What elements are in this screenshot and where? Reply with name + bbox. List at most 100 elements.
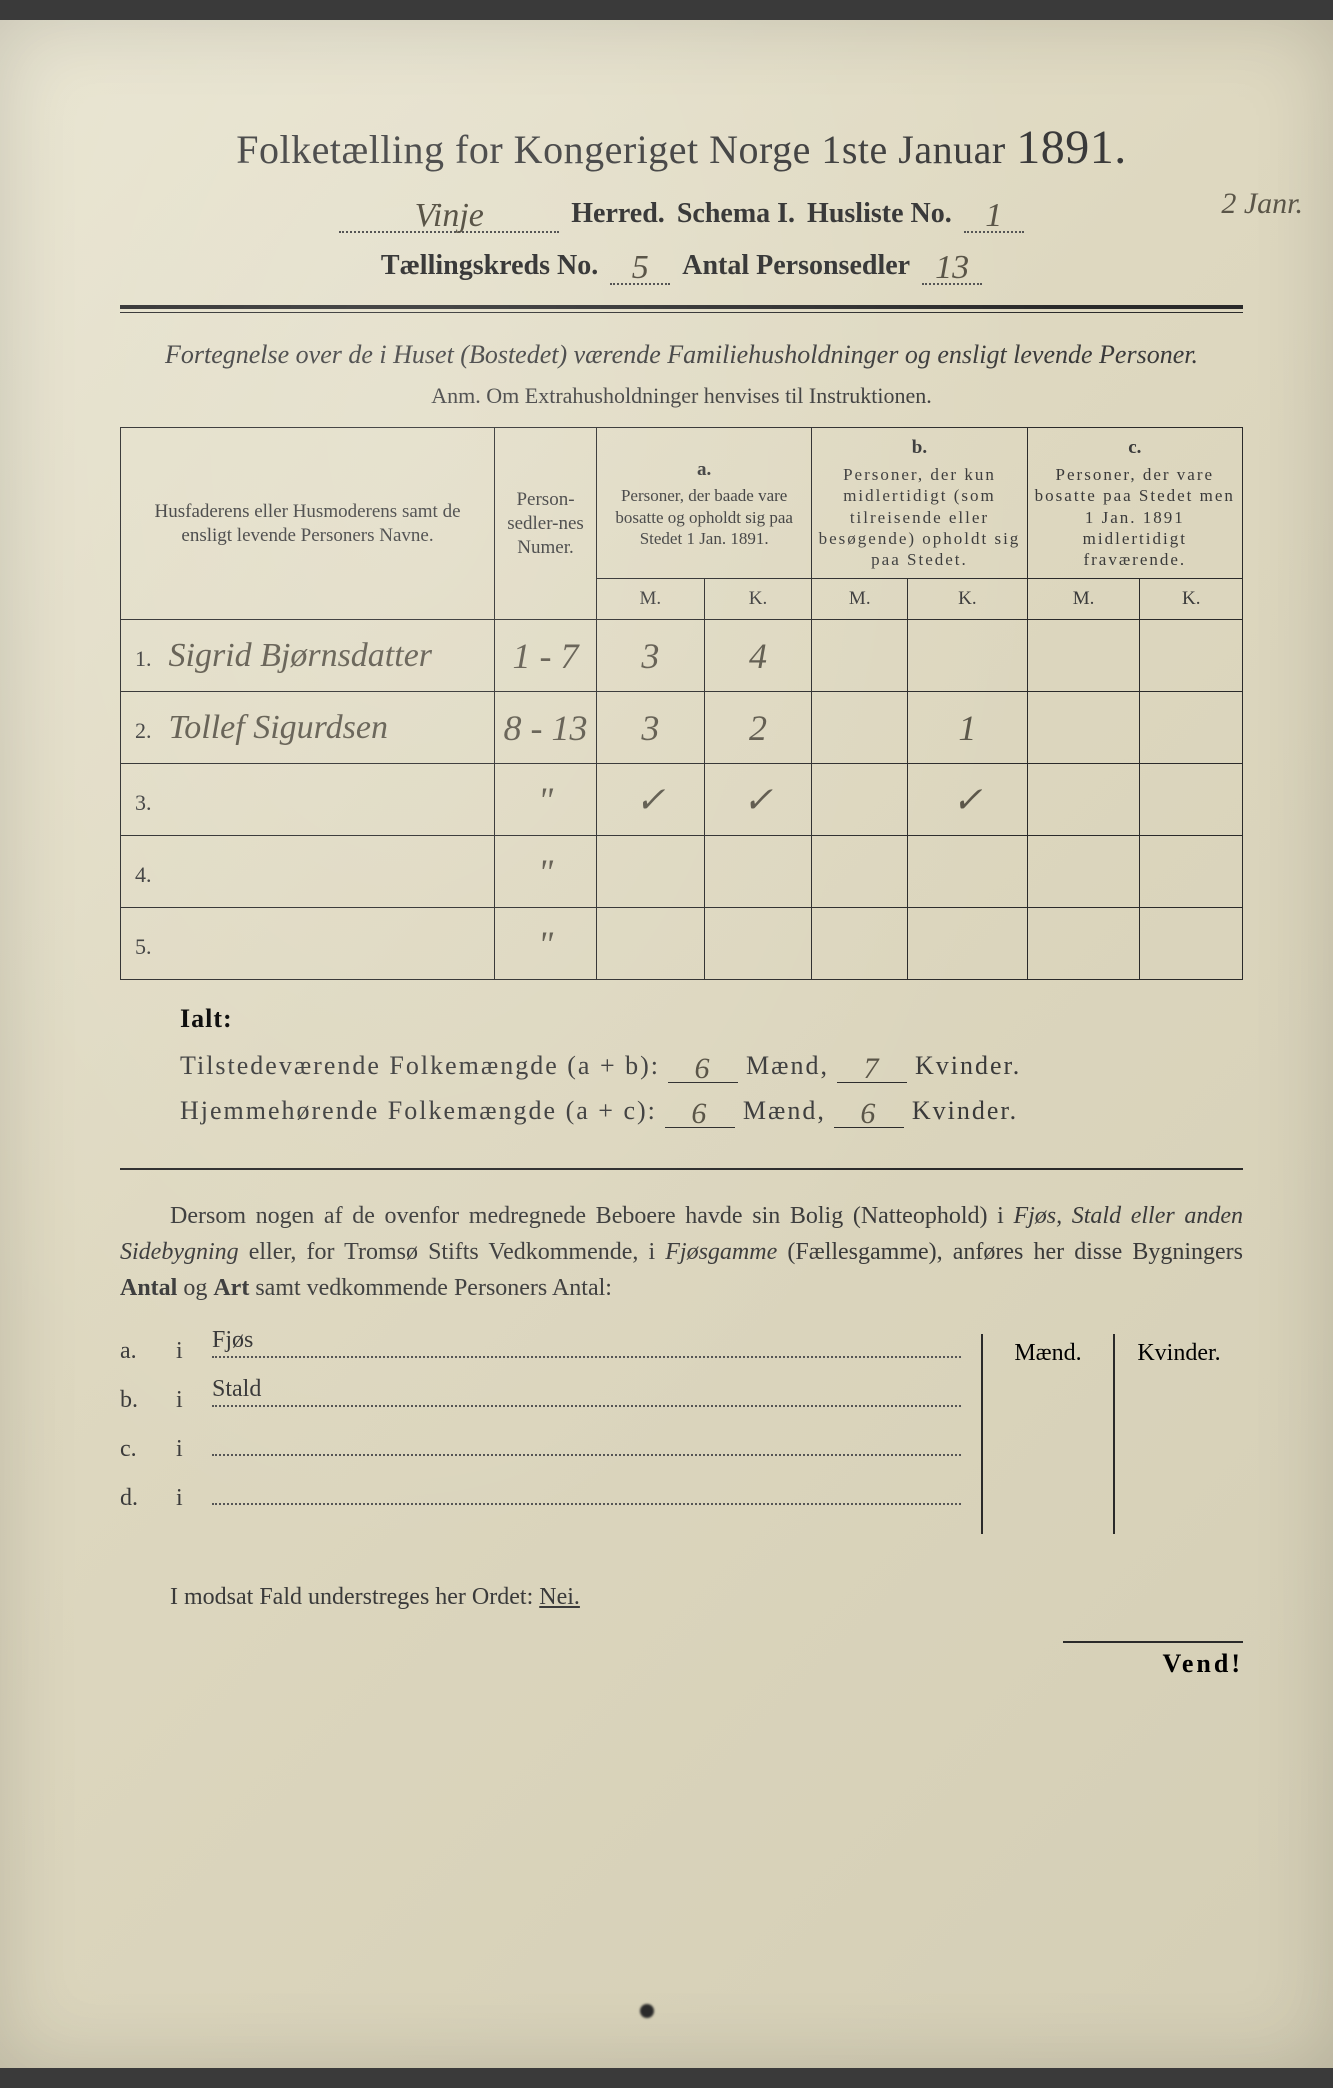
building-dots — [212, 1481, 961, 1505]
col-numer: Person-sedler-nes Numer. — [495, 428, 597, 620]
col-c-letter: c. — [1034, 436, 1236, 460]
para-t3: (Fællesgamme), anføres her disse Bygning… — [777, 1239, 1243, 1265]
row-ck — [1140, 908, 1243, 980]
row-ck — [1140, 764, 1243, 836]
row-ck — [1140, 692, 1243, 764]
row-cm — [1027, 620, 1140, 692]
row-bm — [812, 836, 908, 908]
para-b2: Art — [213, 1275, 249, 1301]
husliste-field: 1 — [964, 193, 1024, 233]
table-row: 4. " — [121, 836, 1243, 908]
row-cm — [1027, 764, 1140, 836]
col-b-letter: b. — [818, 436, 1020, 460]
kreds-field: 5 — [610, 245, 670, 285]
ialt1-klabel: Kvinder. — [915, 1051, 1021, 1081]
header-row-1: Vinje Herred. Schema I. Husliste No. 1 2… — [120, 193, 1243, 233]
row-name-cell: 1. Sigrid Bjørnsdatter — [121, 620, 495, 692]
row-am: 3 — [597, 620, 705, 692]
antal-label: Antal Personsedler — [682, 250, 910, 282]
nei-word: Nei. — [539, 1584, 580, 1610]
building-row: d.i — [120, 1481, 961, 1512]
table-body: 1. Sigrid Bjørnsdatter1 - 7342. Tollef S… — [121, 620, 1243, 980]
building-dots: Stald — [212, 1383, 961, 1407]
col-c: c. Personer, der vare bosatte paa Stedet… — [1027, 428, 1242, 579]
table-row: 1. Sigrid Bjørnsdatter1 - 734 — [121, 620, 1243, 692]
ialt-title: Ialt: — [180, 1004, 1243, 1034]
row-num-cell: " — [495, 764, 597, 836]
ialt2-klabel: Kvinder. — [912, 1096, 1018, 1126]
ialt-line-2: Hjemmehørende Folkemængde (a + c): 6 Mæn… — [180, 1093, 1243, 1128]
ialt2-label: Hjemmehørende Folkemængde (a + c): — [180, 1096, 657, 1126]
para-t4: og — [177, 1275, 213, 1301]
row-ak: 4 — [704, 620, 812, 692]
antal-field: 13 — [922, 245, 982, 285]
building-letter: a. — [120, 1338, 160, 1365]
row-num-cell: " — [495, 908, 597, 980]
row-bm — [812, 908, 908, 980]
row-bk: ✓ — [908, 764, 1027, 836]
building-row: c. i — [120, 1432, 961, 1463]
col-b-k: K. — [908, 579, 1027, 620]
row-am — [597, 836, 705, 908]
kreds-value: 5 — [632, 249, 649, 286]
anm-note: Anm. Om Extrahusholdninger henvises til … — [120, 383, 1243, 409]
ialt2-m: 6 — [691, 1097, 708, 1130]
subtitle: Fortegnelse over de i Huset (Bostedet) v… — [120, 337, 1243, 373]
ialt-line-1: Tilstedeværende Folkemængde (a + b): 6 M… — [180, 1048, 1243, 1083]
vend-label: Vend! — [1063, 1641, 1243, 1679]
row-bk — [908, 836, 1027, 908]
household-table: Husfaderens eller Husmoderens samt de en… — [120, 427, 1243, 980]
ialt1-mlabel: Mænd, — [746, 1051, 829, 1081]
col-a-m: M. — [597, 579, 705, 620]
ink-stain — [640, 2004, 654, 2018]
kreds-label: Tællingskreds No. — [381, 250, 598, 282]
title-text: Folketælling for Kongeriget Norge 1ste J… — [236, 127, 1005, 172]
margin-date: 2 Janr. — [1221, 187, 1303, 221]
main-title: Folketælling for Kongeriget Norge 1ste J… — [120, 120, 1243, 175]
herred-value: Vinje — [415, 197, 484, 234]
row-bm — [812, 764, 908, 836]
row-bm — [812, 692, 908, 764]
building-dots — [212, 1432, 961, 1456]
ialt1-k: 7 — [863, 1052, 880, 1085]
ialt-block: Ialt: Tilstedeværende Folkemængde (a + b… — [180, 1004, 1243, 1128]
ialt2-k: 6 — [860, 1097, 877, 1130]
dersom-paragraph: Dersom nogen af de ovenfor medregnede Be… — [120, 1198, 1243, 1306]
row-cm — [1027, 908, 1140, 980]
row-bk — [908, 908, 1027, 980]
table-row: 3. "✓✓✓ — [121, 764, 1243, 836]
nei-line: I modsat Fald understreges her Ordet: Ne… — [120, 1584, 1243, 1611]
building-row: a. i Fjøs — [120, 1334, 961, 1365]
col-names: Husfaderens eller Husmoderens samt de en… — [121, 428, 495, 620]
herred-field: Vinje — [339, 193, 559, 233]
row-name-cell: 5. — [121, 908, 495, 980]
row-ak — [704, 836, 812, 908]
building-dots: Fjøs — [212, 1334, 961, 1358]
building-i: i — [176, 1436, 196, 1463]
building-row: b. i Stald — [120, 1383, 961, 1414]
row-ak: ✓ — [704, 764, 812, 836]
row-name-cell: 2. Tollef Sigurdsen — [121, 692, 495, 764]
para-t2: eller, for Tromsø Stifts Vedkommende, i — [239, 1239, 666, 1265]
row-cm — [1027, 836, 1140, 908]
lower-block: a.iFjøsb.iStaldc.id.i Mænd. Kvinder. — [120, 1334, 1243, 1534]
para-t1: Dersom nogen af de ovenfor medregnede Be… — [170, 1203, 1013, 1229]
mid-divider — [120, 1168, 1243, 1170]
ialt1-m: 6 — [695, 1052, 712, 1085]
col-c-k: K. — [1140, 579, 1243, 620]
para-i2: Fjøsgamme — [665, 1239, 777, 1265]
row-bk — [908, 620, 1027, 692]
building-letter: c. — [120, 1436, 160, 1463]
building-letter: b. — [120, 1387, 160, 1414]
building-i: i — [176, 1338, 196, 1365]
title-year: 1891. — [1016, 121, 1127, 174]
col-c-m: M. — [1027, 579, 1140, 620]
building-i: i — [176, 1387, 196, 1414]
building-letter: d. — [120, 1485, 160, 1512]
mk-kvinder: Kvinder. — [1113, 1334, 1243, 1534]
building-text: Stald — [212, 1376, 269, 1403]
row-cm — [1027, 692, 1140, 764]
row-am — [597, 908, 705, 980]
husliste-label: Husliste No. — [807, 198, 952, 230]
col-a-k: K. — [704, 579, 812, 620]
